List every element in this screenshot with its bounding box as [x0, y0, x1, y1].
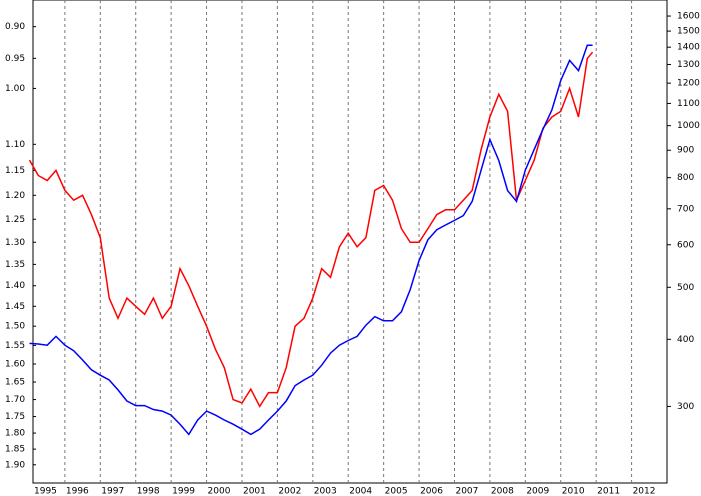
y-tick-label: 1.60	[5, 360, 25, 370]
y-tick-label: 1.00	[5, 84, 25, 94]
x-tick-label: 2012	[633, 487, 656, 496]
y-tick-label: 1.55	[5, 341, 25, 351]
y2-tick-label: 700	[677, 204, 694, 214]
series-line	[29, 44, 593, 436]
y2-tick-label: 1200	[677, 79, 700, 89]
y-tick-label: 1.25	[5, 215, 25, 225]
x-tick-label: 2007	[455, 487, 478, 496]
x-tick-label: 2003	[314, 487, 337, 496]
y-tick-label: 1.45	[5, 302, 25, 312]
y2-tick-label: 900	[677, 146, 694, 156]
y2-tick-label: 400	[677, 335, 694, 345]
y2-tick-label: 1600	[677, 12, 700, 22]
x-tick-label: 1995	[34, 487, 57, 496]
y2-tick-label: 1500	[677, 27, 700, 37]
x-tick-label: 2004	[349, 487, 372, 496]
y-tick-label: 0.95	[5, 54, 25, 64]
y2-tick-label: 1300	[677, 60, 700, 70]
y-tick-label: 1.20	[5, 191, 25, 201]
y-tick-label: 1.10	[5, 140, 25, 150]
x-tick-label: 2005	[385, 487, 408, 496]
y-tick-label: 1.90	[5, 460, 25, 470]
y-tick-label: 1.30	[5, 238, 25, 248]
x-tick-label: 2008	[491, 487, 514, 496]
x-tick-label: 2011	[597, 487, 620, 496]
y2-tick-label: 1400	[677, 43, 700, 53]
y-tick-label: 1.75	[5, 412, 25, 422]
x-tick-label: 1999	[172, 487, 195, 496]
series-line	[28, 51, 594, 408]
x-tick-label: 2009	[526, 487, 549, 496]
x-tick-label: 2006	[420, 487, 443, 496]
y2-tick-label: 1000	[677, 121, 700, 131]
y-tick-label: 1.35	[5, 260, 25, 270]
y2-tick-label: 600	[677, 240, 694, 250]
y-tick-label: 1.85	[5, 445, 25, 455]
y2-tick-label: 800	[677, 173, 694, 183]
y2-tick-label: 300	[677, 402, 694, 412]
x-tick-label: 2001	[243, 487, 266, 496]
x-tick-label: 2002	[278, 487, 301, 496]
y-tick-label: 1.65	[5, 378, 25, 388]
plot-frame	[32, 0, 668, 484]
y2-tick-label: 500	[677, 283, 694, 293]
y-tick-label: 0.90	[5, 22, 25, 32]
y-tick-label: 1.40	[5, 281, 25, 291]
x-tick-label: 1998	[137, 487, 160, 496]
x-tick-label: 2010	[562, 487, 585, 496]
y-tick-label: 1.15	[5, 166, 25, 176]
x-tick-label: 1997	[101, 487, 124, 496]
x-tick-label: 1996	[66, 487, 89, 496]
y-tick-label: 1.50	[5, 322, 25, 332]
y-tick-label: 1.70	[5, 395, 25, 405]
y2-tick-label: 1100	[677, 99, 700, 109]
x-tick-label: 2000	[208, 487, 231, 496]
y-tick-label: 1.80	[5, 429, 25, 439]
